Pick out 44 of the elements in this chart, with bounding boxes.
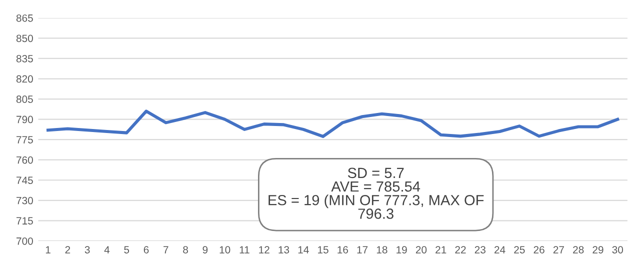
x-tick-label: 7 <box>164 246 168 254</box>
x-tick-label: 24 <box>494 246 506 254</box>
x-tick-label: 10 <box>220 246 230 254</box>
x-tick-label: 9 <box>202 246 208 254</box>
y-tick-label: 820 <box>16 75 33 83</box>
x-tick-label: 30 <box>612 246 624 254</box>
y-tick-label: 835 <box>16 54 33 62</box>
x-tick-label: 20 <box>416 246 427 254</box>
y-tick-label: 730 <box>16 196 33 204</box>
x-tick-label: 19 <box>396 246 407 254</box>
y-tick-label: 850 <box>16 34 33 42</box>
x-tick-label: 17 <box>357 246 368 254</box>
x-tick-label: 4 <box>104 246 110 254</box>
y-tick-label: 715 <box>16 217 33 225</box>
line-series <box>46 110 620 138</box>
y-tick-label: 865 <box>16 14 33 22</box>
x-tick-label: 14 <box>298 246 309 254</box>
x-tick-label: 13 <box>278 246 290 254</box>
x-tick-label: 25 <box>514 246 525 254</box>
x-tick-label: 1 <box>46 246 50 254</box>
x-tick-label: 22 <box>455 246 466 254</box>
y-tick-label: 700 <box>16 237 33 245</box>
x-tick-label: 8 <box>183 246 188 254</box>
x-tick-label: 2 <box>65 246 70 254</box>
x-tick-label: 16 <box>338 246 348 254</box>
x-tick-label: 28 <box>573 246 584 254</box>
x-tick-label: 29 <box>592 246 604 254</box>
x-tick-label: 15 <box>318 246 328 254</box>
x-tick-label: 26 <box>534 246 544 254</box>
x-tick-label: 18 <box>376 246 388 254</box>
y-tick-label: 805 <box>16 96 33 103</box>
x-tick-label: 27 <box>553 246 564 254</box>
x-tick-label: 12 <box>259 246 270 254</box>
x-tick-label: 3 <box>84 246 90 254</box>
y-tick-label: 775 <box>16 136 33 144</box>
y-tick-label: 745 <box>16 176 33 184</box>
y-tick-label: 790 <box>16 116 33 124</box>
x-tick-label: 6 <box>144 246 149 254</box>
y-tick-label: 760 <box>16 156 33 164</box>
x-tick-label: 11 <box>240 246 250 254</box>
x-tick-label: 23 <box>474 246 486 254</box>
x-tick-label: 5 <box>124 246 130 254</box>
annotation: SD = 5.7 AVE = 785.54 ES = 19 (MIN OF 777.3, MAX OF 796.3 <box>268 168 484 219</box>
x-tick-label: 21 <box>436 246 446 254</box>
